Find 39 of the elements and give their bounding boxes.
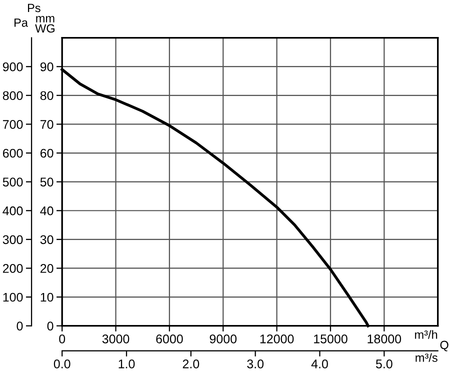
y-tick-label: 300 xyxy=(2,235,23,244)
y2-tick-label: 70 xyxy=(40,120,54,129)
y-tick-label: 200 xyxy=(2,264,23,273)
x2-tick-label: 1.0 xyxy=(118,360,135,368)
y-tick-label: 900 xyxy=(2,62,23,72)
x-tick-label: 9000 xyxy=(210,334,237,344)
y-tick-label: 400 xyxy=(2,206,23,216)
text: Q xyxy=(440,340,448,352)
y2-tick-label: 80 xyxy=(40,91,54,100)
y-tick-label: 800 xyxy=(2,91,23,100)
x2-tick-label: 4.0 xyxy=(311,360,328,368)
y-axis-title: Pa xyxy=(14,18,28,27)
y2-axis-title: mm WG xyxy=(35,16,54,33)
y2-tick-label: 0 xyxy=(47,322,54,330)
y2-tick-label: 90 xyxy=(40,62,54,72)
x-tick-label: 12000 xyxy=(260,334,294,344)
y2-tick-label: 60 xyxy=(40,148,54,158)
x-tick-label: 15000 xyxy=(314,334,348,344)
x2-axis-title: m³/s xyxy=(416,353,438,362)
x-tick-label: 6000 xyxy=(156,334,183,344)
x-axis-title: m³/h xyxy=(415,330,438,339)
y2-tick-label: 40 xyxy=(40,206,54,216)
y2-tick-label: 50 xyxy=(40,178,54,186)
y-tick-label: 0 xyxy=(16,322,23,330)
x-tick-label: 18000 xyxy=(368,334,402,344)
y-tick-label: 700 xyxy=(3,120,23,129)
x-tick-label: 3000 xyxy=(102,334,130,344)
y-tick-label: 500 xyxy=(2,178,23,186)
text: Ps xyxy=(28,4,40,12)
y-tick-label: 600 xyxy=(2,148,23,158)
y2-tick-label: 20 xyxy=(40,264,54,273)
x2-tick-label: 0.0 xyxy=(54,360,70,368)
y2-tick-label: 30 xyxy=(40,235,54,244)
x2-tick-label: 5.0 xyxy=(376,360,392,368)
x2-tick-label: 2.0 xyxy=(182,360,200,368)
x2-tick-label: 3.0 xyxy=(247,360,264,368)
y2-tick-label: 10 xyxy=(40,292,54,302)
x-tick-label: 0 xyxy=(59,334,66,344)
y-tick-label: 100 xyxy=(3,292,23,302)
